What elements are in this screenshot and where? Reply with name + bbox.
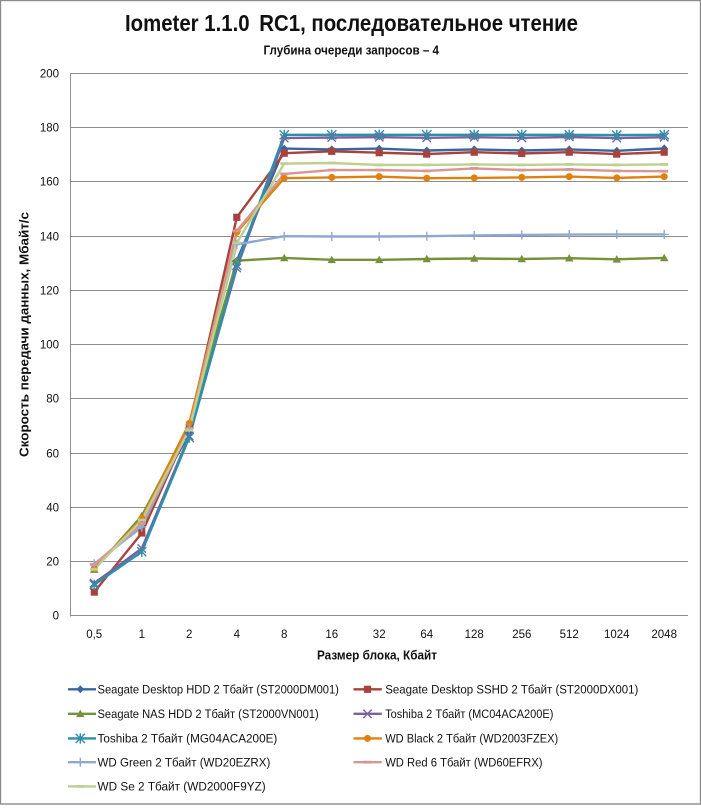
svg-text:64: 64	[420, 629, 433, 641]
svg-text:Скорость передачи данных, Мба: Скорость передачи данных, Мбайт/с	[17, 212, 32, 457]
svg-text:40: 40	[46, 503, 59, 515]
svg-text:8: 8	[281, 629, 287, 641]
svg-text:Seagate Desktop SSHD 2 Тбайт (: Seagate Desktop SSHD 2 Тбайт (ST2000DX00…	[385, 683, 638, 697]
svg-text:0,5: 0,5	[86, 629, 102, 641]
svg-text:200: 200	[40, 69, 59, 81]
svg-text:140: 140	[40, 232, 59, 244]
svg-text:120: 120	[40, 286, 59, 298]
svg-text:WD Se 2 Тбайт (WD2000F9YZ): WD Se 2 Тбайт (WD2000F9YZ)	[98, 780, 266, 794]
svg-text:Toshiba 2 Тбайт (MG04ACA200E): Toshiba 2 Тбайт (MG04ACA200E)	[98, 732, 278, 746]
svg-text:160: 160	[40, 177, 59, 189]
svg-text:128: 128	[465, 629, 484, 641]
svg-text:2048: 2048	[651, 629, 677, 641]
svg-text:256: 256	[512, 629, 531, 641]
svg-text:16: 16	[325, 629, 338, 641]
svg-text:1024: 1024	[604, 629, 630, 641]
svg-text:512: 512	[560, 629, 579, 641]
svg-text:100: 100	[40, 340, 59, 352]
svg-text:180: 180	[40, 123, 59, 135]
svg-text:WD Black 2 Тбайт (WD2003FZEX): WD Black 2 Тбайт (WD2003FZEX)	[385, 732, 558, 746]
svg-text:0: 0	[53, 611, 59, 623]
svg-text:WD Green 2 Тбайт (WD20EZRX): WD Green 2 Тбайт (WD20EZRX)	[98, 756, 271, 770]
svg-text:2: 2	[186, 629, 192, 641]
svg-text:Iometer 1.1.0 RC1, последоват: Iometer 1.1.0 RC1, последовательное чтен…	[125, 10, 578, 36]
svg-text:80: 80	[46, 394, 59, 406]
svg-text:20: 20	[46, 557, 59, 569]
svg-text:32: 32	[373, 629, 386, 641]
svg-text:Toshiba 2 Тбайт (MC04ACA200E): Toshiba 2 Тбайт (MC04ACA200E)	[385, 707, 553, 721]
svg-text:Seagate NAS HDD 2 Тбайт (ST200: Seagate NAS HDD 2 Тбайт (ST2000VN001)	[98, 707, 319, 721]
svg-text:60: 60	[46, 449, 59, 461]
svg-text:1: 1	[139, 629, 145, 641]
svg-text:Размер блока, Кбайт: Размер блока, Кбайт	[317, 648, 437, 663]
svg-text:Seagate Desktop HDD 2 Тбайт (S: Seagate Desktop HDD 2 Тбайт (ST2000DM001…	[98, 683, 339, 697]
svg-text:WD Red 6 Тбайт (WD60EFRX): WD Red 6 Тбайт (WD60EFRX)	[385, 756, 542, 770]
svg-text:4: 4	[234, 629, 241, 641]
svg-text:Глубина очереди запросов – 4: Глубина очереди запросов – 4	[264, 43, 440, 58]
